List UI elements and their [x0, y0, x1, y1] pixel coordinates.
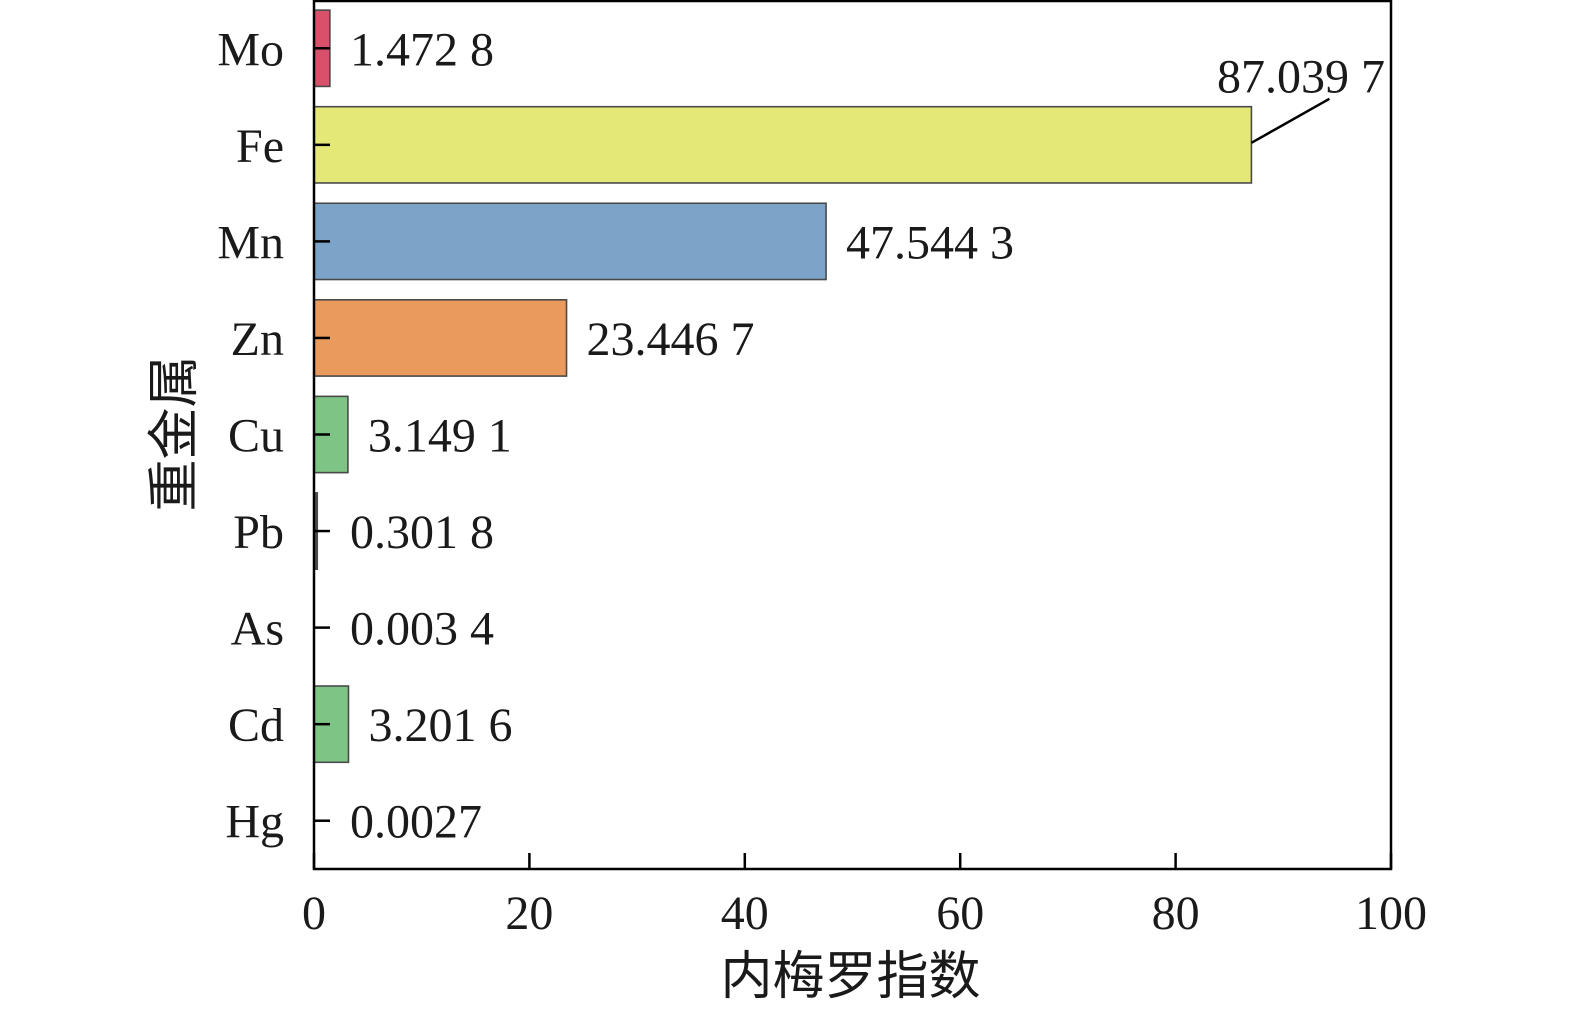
data-label-mo: 1.472 8 [350, 23, 494, 76]
y-axis-title: 重金属 [147, 355, 204, 511]
category-label-hg: Hg [225, 796, 284, 849]
category-label-mo: Mo [217, 23, 284, 76]
category-label-cd: Cd [228, 699, 284, 752]
axis-layer [312, 0, 1393, 871]
data-label-fe: 87.039 7 [1217, 50, 1385, 103]
data-label-pb: 0.301 8 [350, 506, 494, 559]
bar-mn [313, 202, 827, 281]
data-label-hg: 0.0027 [350, 796, 482, 849]
category-label-mn: Mn [217, 216, 284, 269]
data-label-as: 0.003 4 [350, 603, 494, 656]
data-label-leader-fe [1250, 97, 1331, 144]
data-label-cu: 3.149 1 [368, 410, 512, 463]
category-label-fe: Fe [236, 120, 284, 173]
data-label-mn: 47.544 3 [846, 216, 1014, 269]
labels-layer: Mo 1.472 8 Fe 87.039 7 Mn 47.544 3 Zn 23.446 7 C… [217, 23, 1427, 940]
category-label-cu: Cu [228, 410, 284, 463]
x-tick-label-20: 20 [505, 887, 553, 940]
x-tick-label-100: 100 [1355, 887, 1427, 940]
x-tick-label-60: 60 [936, 887, 984, 940]
x-tick-label-80: 80 [1152, 887, 1200, 940]
x-tick-label-0: 0 [302, 887, 326, 940]
category-label-as: As [231, 603, 284, 656]
bar-fe [313, 105, 1253, 184]
x-axis-title: 内梅罗指数 [720, 949, 980, 1006]
data-label-zn: 23.446 7 [587, 313, 755, 366]
bar-zn [313, 299, 568, 377]
bars-layer [313, 9, 1253, 764]
data-label-cd: 3.201 6 [368, 699, 512, 752]
category-label-zn: Zn [231, 313, 284, 366]
category-label-pb: Pb [233, 506, 284, 559]
x-tick-label-40: 40 [721, 887, 769, 940]
